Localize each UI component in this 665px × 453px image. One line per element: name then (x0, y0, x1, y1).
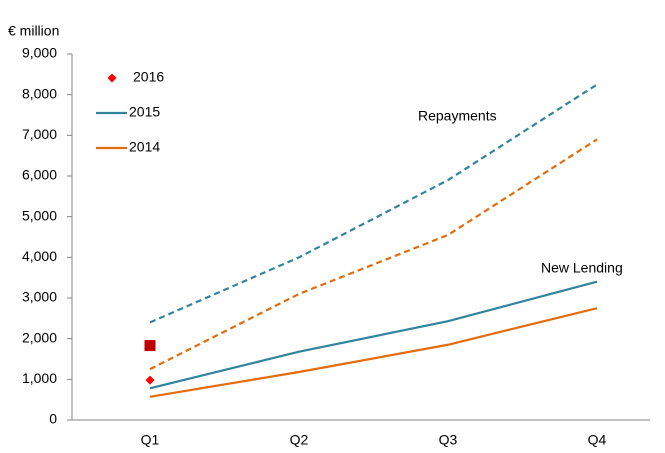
y-tick-label: 8,000 (22, 85, 57, 101)
y-axis-label: € million (8, 23, 59, 39)
x-tick-label: Q1 (141, 432, 160, 448)
x-tick-label: Q3 (439, 432, 458, 448)
point (107, 73, 117, 83)
y-tick-label: 3,000 (22, 289, 57, 305)
legend-label: 2015 (129, 104, 160, 120)
point (145, 375, 155, 385)
y-tick-label: 4,000 (22, 248, 57, 264)
series-line (149, 307, 598, 398)
legend-label: 2014 (129, 139, 160, 155)
series-line (149, 138, 598, 371)
y-tick-label: 7,000 (22, 126, 57, 142)
y-tick-label: 2,000 (22, 329, 57, 345)
y-tick-label: 9,000 (22, 45, 57, 61)
y-tick-label: 0 (49, 411, 57, 427)
x-tick-label: Q4 (588, 432, 607, 448)
x-tick-label: Q2 (290, 432, 309, 448)
y-tick-label: 6,000 (22, 167, 57, 183)
annotation: New Lending (541, 260, 623, 276)
series-line (149, 83, 598, 324)
annotation: Repayments (418, 108, 497, 124)
legend-label: 2016 (133, 69, 164, 85)
point (144, 340, 156, 352)
y-tick-label: 1,000 (22, 370, 57, 386)
series-line (149, 280, 598, 390)
y-tick-label: 5,000 (22, 207, 57, 223)
